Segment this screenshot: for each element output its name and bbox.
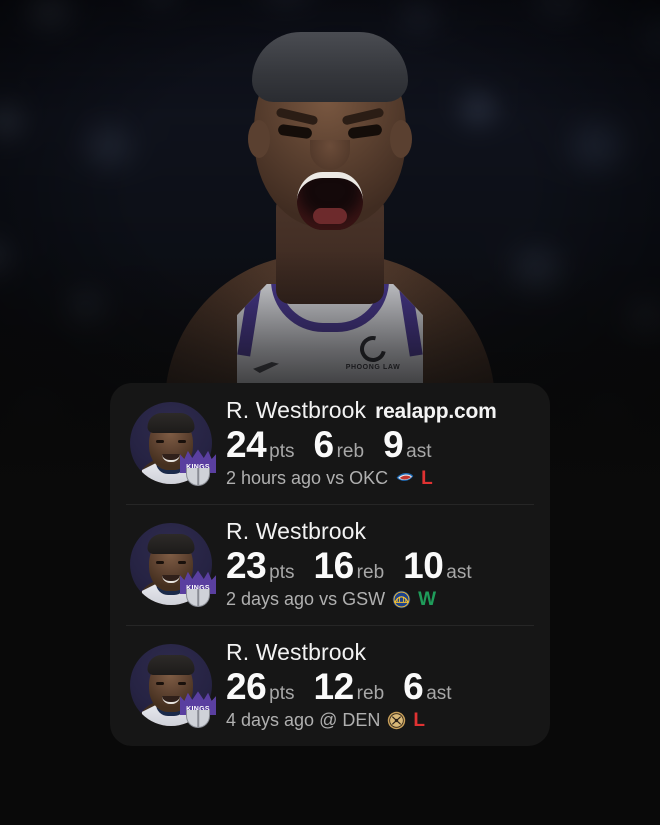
headshot-eye-right <box>178 682 186 686</box>
rebounds-value: 6 <box>313 424 335 465</box>
points-value: 24 <box>226 424 267 465</box>
avatar: KINGS <box>130 402 216 487</box>
name-line: R. Westbrook realapp.com <box>226 397 532 424</box>
assists-value: 6 <box>403 665 424 707</box>
stat-points: 23 pts <box>226 544 295 586</box>
game-row[interactable]: KINGS R. Westbrook 26 pts 12 reb <box>110 624 550 746</box>
player-mouth-shouting <box>297 172 363 230</box>
okc-thunder-logo-icon <box>395 469 414 488</box>
meta-line: 4 days ago @ DEN L <box>226 710 532 732</box>
player-nose <box>310 140 350 170</box>
meta-line: 2 hours ago vs OKC L <box>226 468 532 490</box>
headshot-eye-right <box>178 561 186 565</box>
headshot-smile <box>162 575 180 584</box>
player-ear-right <box>390 120 412 158</box>
points-label: pts <box>269 441 295 462</box>
avatar: KINGS <box>130 644 216 729</box>
game-row[interactable]: KINGS R. Westbrook realapp.com 24 pts <box>110 383 550 504</box>
points-label: pts <box>269 682 295 704</box>
basketball-icon <box>186 589 210 608</box>
kings-logo-icon: KINGS <box>180 448 216 487</box>
headshot-eye-left <box>156 682 164 686</box>
avatar: KINGS <box>130 523 216 608</box>
player-name: R. Westbrook <box>226 517 367 544</box>
basketball-icon <box>186 710 210 729</box>
result-badge: W <box>418 588 437 610</box>
kings-logo-icon: KINGS <box>180 690 216 729</box>
assists-value: 10 <box>403 544 444 586</box>
kings-logo-icon: KINGS <box>180 569 216 608</box>
headshot-eye-left <box>156 440 164 444</box>
rebounds-label: reb <box>336 441 365 462</box>
meta-line: 2 days ago vs GSW W <box>226 589 532 611</box>
crown-icon <box>180 449 216 466</box>
game-meta-text: 4 days ago @ DEN <box>226 710 381 731</box>
crown-icon <box>180 570 216 587</box>
watermark-text: realapp.com <box>375 400 497 423</box>
points-value: 23 <box>226 544 267 586</box>
den-nuggets-logo-icon <box>387 711 406 730</box>
game-details: R. Westbrook 23 pts 16 reb 10 ast <box>226 518 532 611</box>
player-name: R. Westbrook <box>226 638 367 665</box>
rebounds-label: reb <box>356 682 385 704</box>
stat-rebounds: 16 reb <box>313 544 385 586</box>
game-details: R. Westbrook 26 pts 12 reb 6 ast <box>226 639 532 732</box>
headshot-hair <box>147 655 195 676</box>
points-label: pts <box>269 561 295 583</box>
player-headshot <box>130 644 212 727</box>
headshot-eye-right <box>178 440 186 444</box>
stat-assists: 10 ast <box>403 544 472 586</box>
assists-label: ast <box>406 441 432 462</box>
stat-line: 26 pts 12 reb 6 ast <box>226 665 532 707</box>
stat-points: 26 pts <box>226 665 295 707</box>
game-meta-text: 2 days ago vs GSW <box>226 589 386 610</box>
player-name: R. Westbrook <box>226 397 367 423</box>
points-value: 26 <box>226 665 267 707</box>
assists-value: 9 <box>383 424 404 465</box>
name-line: R. Westbrook <box>226 518 532 545</box>
stat-assists: 6 ast <box>403 665 452 707</box>
rebounds-value: 16 <box>313 544 355 586</box>
stat-rebounds: 6 reb <box>314 425 365 465</box>
headshot-smile <box>162 696 180 705</box>
basketball-icon <box>186 468 210 487</box>
stat-points: 24 pts <box>226 425 295 465</box>
stat-rebounds: 12 reb <box>313 665 385 707</box>
assists-label: ast <box>426 682 452 704</box>
player-head <box>248 32 412 230</box>
player-hair <box>252 32 408 102</box>
game-meta-text: 2 hours ago vs OKC <box>226 468 389 489</box>
gsw-warriors-logo-icon <box>392 590 411 609</box>
stat-assists: 9 ast <box>383 425 431 465</box>
assists-label: ast <box>446 561 472 583</box>
result-badge: L <box>413 709 426 731</box>
stat-line: 24 pts 6 reb 9 ast <box>226 425 532 465</box>
player-ear-left <box>248 120 270 158</box>
stats-card: KINGS R. Westbrook realapp.com 24 pts <box>110 383 550 746</box>
rebounds-value: 12 <box>313 665 355 707</box>
stat-line: 23 pts 16 reb 10 ast <box>226 544 532 586</box>
player-eye-right <box>347 123 383 140</box>
player-eye-left <box>277 123 313 140</box>
game-row[interactable]: KINGS R. Westbrook 23 pts 16 reb <box>110 503 550 625</box>
name-line: R. Westbrook <box>226 639 532 666</box>
player-brow-right <box>341 107 385 126</box>
headshot-hair <box>147 534 195 555</box>
headshot-hair <box>147 413 195 434</box>
game-details: R. Westbrook realapp.com 24 pts 6 reb 9 … <box>226 397 532 490</box>
player-brow-left <box>275 107 319 126</box>
result-badge: L <box>421 467 433 489</box>
headshot-smile <box>162 454 180 463</box>
headshot-eye-left <box>156 561 164 565</box>
crown-icon <box>180 691 216 708</box>
rebounds-label: reb <box>356 561 385 583</box>
